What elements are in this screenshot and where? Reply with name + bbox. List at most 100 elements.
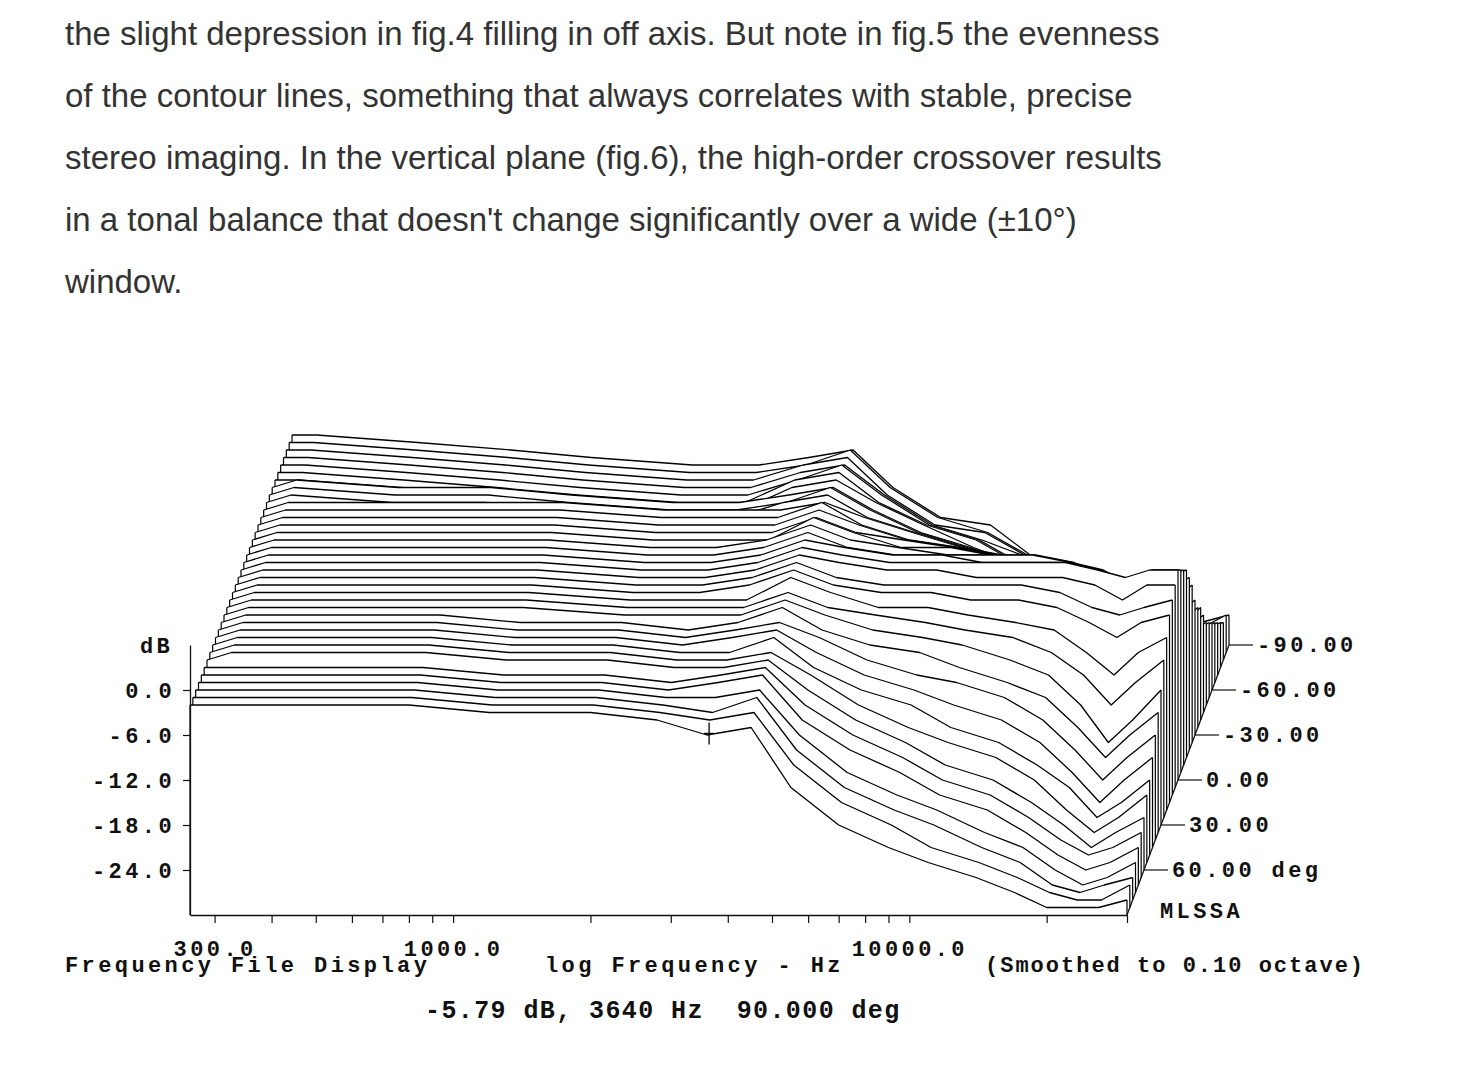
x-tick	[409, 915, 410, 923]
x-tick	[1047, 915, 1048, 923]
slice-end-drop	[1155, 735, 1156, 840]
x-tick-label: 10000.0	[852, 938, 968, 963]
y-tick-label: -18.0	[92, 815, 175, 840]
x-tick-mark	[453, 915, 454, 923]
slice-end-drop	[1203, 615, 1204, 713]
slice-end-drop	[1189, 578, 1190, 751]
depth-tick-label: -60.00	[1240, 679, 1340, 704]
y-tick-mark	[183, 735, 190, 736]
slice-end-drop	[1166, 638, 1167, 811]
y-axis-title: dB	[140, 635, 173, 660]
waterfall-slice	[190, 705, 1127, 915]
slice-end-drop	[1129, 885, 1130, 908]
annotation: MLSSA	[1160, 900, 1243, 925]
x-tick	[272, 915, 273, 923]
slice-end-drop	[1141, 833, 1142, 878]
slice-end-drop	[1214, 623, 1215, 683]
x-tick-mark	[1127, 915, 1128, 923]
x-axis-title: log Frequency - Hz	[545, 954, 844, 979]
y-axis: 0.0 -6.0 -12.0 -18.0 -24.0	[92, 646, 191, 916]
paragraph-line: window.	[64, 263, 182, 300]
x-tick-mark	[214, 915, 215, 923]
annotation: Frequency File Display	[65, 954, 430, 979]
paragraph-line: in a tonal balance that doesn't change s…	[65, 201, 1077, 238]
slice-end-drop	[1197, 608, 1198, 728]
x-tick	[316, 915, 317, 923]
y-tick-label: -12.0	[92, 770, 175, 795]
x-tick	[728, 915, 729, 923]
y-tick: -18.0	[92, 815, 190, 840]
slice-end-drop	[1146, 795, 1147, 863]
slice-end-drop	[1217, 623, 1218, 676]
slice-end-drop	[1228, 615, 1229, 645]
x-tick-mark	[271, 915, 272, 923]
x-tick	[352, 915, 353, 923]
x-tick-mark	[316, 915, 317, 923]
slice-end-drop	[1175, 585, 1176, 788]
paragraph-line: of the contour lines, something that alw…	[65, 77, 1133, 114]
cursor-horizontal	[704, 733, 714, 734]
y-tick: -24.0	[92, 860, 190, 885]
x-tick: 10000.0	[852, 915, 968, 963]
depth-tick-mark	[1212, 689, 1236, 690]
slice-end-drop	[1138, 848, 1139, 886]
slice-end-drop	[1158, 713, 1159, 833]
slice-end-drop	[1192, 585, 1193, 743]
x-tick	[432, 915, 433, 923]
slice-end-drop	[1226, 615, 1227, 653]
x-tick-mark	[888, 915, 889, 923]
x-tick-mark	[839, 915, 840, 923]
depth-axis: -90.00-60.00-30.000.0030.0060.00 deg	[1127, 634, 1357, 915]
depth-tick-mark	[1178, 779, 1202, 780]
x-tick	[888, 915, 889, 923]
slice-end-drop	[1132, 878, 1133, 901]
cursor-readout: -5.79 dB, 3640 Hz 90.000 deg	[425, 997, 901, 1026]
slice-end-drop	[1152, 758, 1153, 848]
annotation: (Smoothed to 0.10 octave)	[985, 954, 1365, 979]
y-tick: -6.0	[109, 725, 190, 750]
slice-end-drop	[1206, 623, 1207, 706]
depth-tick-label: 0.00	[1206, 769, 1272, 794]
x-tick-mark	[1047, 915, 1048, 923]
x-tick	[671, 915, 672, 923]
depth-tick-label: -30.00	[1223, 724, 1323, 749]
y-tick-mark	[183, 825, 190, 826]
slice-end-drop	[1169, 615, 1170, 803]
x-tick	[865, 915, 866, 923]
depth-tick-mark	[1195, 734, 1219, 735]
slice-end-drop	[1220, 623, 1221, 668]
y-tick: -12.0	[92, 770, 190, 795]
x-tick-mark	[409, 915, 410, 923]
slice-end-drop	[1223, 623, 1224, 661]
x-axis-line	[191, 915, 1128, 916]
y-tick-label: -24.0	[92, 860, 175, 885]
y-tick-mark	[183, 690, 190, 691]
slice-end-drop	[1200, 608, 1201, 721]
slice-end-drop	[1180, 570, 1181, 773]
x-tick-mark	[865, 915, 866, 923]
slice-end-drop	[1135, 863, 1136, 893]
x-tick	[839, 915, 840, 923]
cursor-marker	[704, 722, 714, 744]
y-tick-label: -6.0	[109, 725, 175, 750]
slice-end-drop	[1160, 690, 1161, 825]
y-tick-mark	[183, 870, 190, 871]
page: the slight depression in fig.4 filling i…	[0, 0, 1470, 1078]
y-tick-label: 0.0	[125, 680, 175, 705]
slice-end-drop	[1177, 570, 1178, 780]
x-tick	[382, 915, 383, 923]
y-tick-mark	[183, 780, 190, 781]
slice-end-drop	[1172, 600, 1173, 795]
depth-tick-label: 60.00 deg	[1172, 859, 1321, 884]
x-tick	[808, 915, 809, 923]
x-tick-mark	[590, 915, 591, 923]
depth-tick-label: -90.00	[1257, 634, 1357, 659]
x-tick-mark	[352, 915, 353, 923]
response-curve	[190, 705, 1127, 908]
x-tick-mark	[671, 915, 672, 923]
x-tick-mark	[432, 915, 433, 923]
depth-tick-mark	[1229, 644, 1253, 645]
slice-end-drop	[1209, 623, 1210, 698]
depth-tick-mark	[1144, 869, 1168, 870]
plot-area	[190, 435, 1229, 915]
